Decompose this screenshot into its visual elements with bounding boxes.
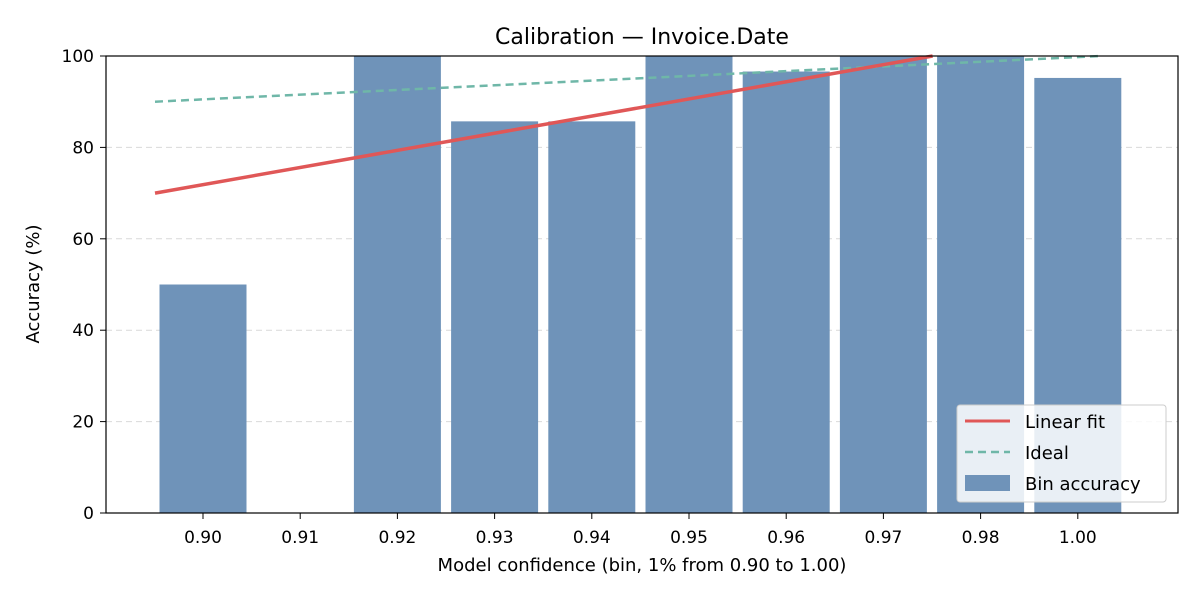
x-tick-label: 0.93 xyxy=(476,528,514,548)
ideal-line xyxy=(154,54,1100,103)
legend: Linear fit Ideal Bin accuracy xyxy=(956,404,1167,503)
bar-0.94 xyxy=(548,121,636,513)
x-tick-label: 0.96 xyxy=(767,528,805,548)
y-tick-label: 100 xyxy=(62,47,94,67)
legend-label-ideal: Ideal xyxy=(1025,443,1069,464)
y-axis-label: Accuracy (%) xyxy=(23,224,44,343)
bar-0.93 xyxy=(451,121,539,513)
x-axis-label: Model confidence (bin, 1% from 0.90 to 1… xyxy=(438,555,847,576)
bar-0.92 xyxy=(353,56,441,513)
y-axis-ticks: 0 20 40 60 80 100 xyxy=(62,47,106,524)
line-series xyxy=(154,54,1100,195)
y-tick-label: 0 xyxy=(83,504,94,524)
x-tick-label: 0.95 xyxy=(670,528,708,548)
x-tick-label: 0.98 xyxy=(962,528,1000,548)
y-tick-label: 40 xyxy=(72,321,94,341)
legend-label-bin-accuracy: Bin accuracy xyxy=(1025,474,1141,495)
x-tick-label: 0.97 xyxy=(864,528,902,548)
legend-swatch-bin-accuracy xyxy=(965,475,1010,491)
chart-title: Calibration — Invoice.Date xyxy=(495,25,789,50)
bar-0.96 xyxy=(742,71,830,514)
y-tick-label: 60 xyxy=(72,230,94,250)
x-tick-label: 0.92 xyxy=(378,528,416,548)
bar-series xyxy=(159,56,1122,514)
x-tick-label: 0.94 xyxy=(573,528,611,548)
bar-0.90 xyxy=(159,284,247,513)
bar-0.97 xyxy=(839,56,927,513)
y-tick-label: 80 xyxy=(72,138,94,158)
legend-label-linear-fit: Linear fit xyxy=(1025,412,1105,433)
x-tick-label: 0.90 xyxy=(184,528,222,548)
x-tick-label: 0.91 xyxy=(281,528,319,548)
plot-frame xyxy=(105,55,1179,514)
x-tick-label: 1.00 xyxy=(1059,528,1097,548)
linear-fit-line xyxy=(154,54,933,195)
bar-0.95 xyxy=(645,56,733,513)
y-tick-label: 20 xyxy=(72,413,94,433)
x-axis-ticks: 0.90 0.91 0.92 0.93 0.94 0.95 0.96 0.97 0.98 1.00 xyxy=(184,513,1097,548)
